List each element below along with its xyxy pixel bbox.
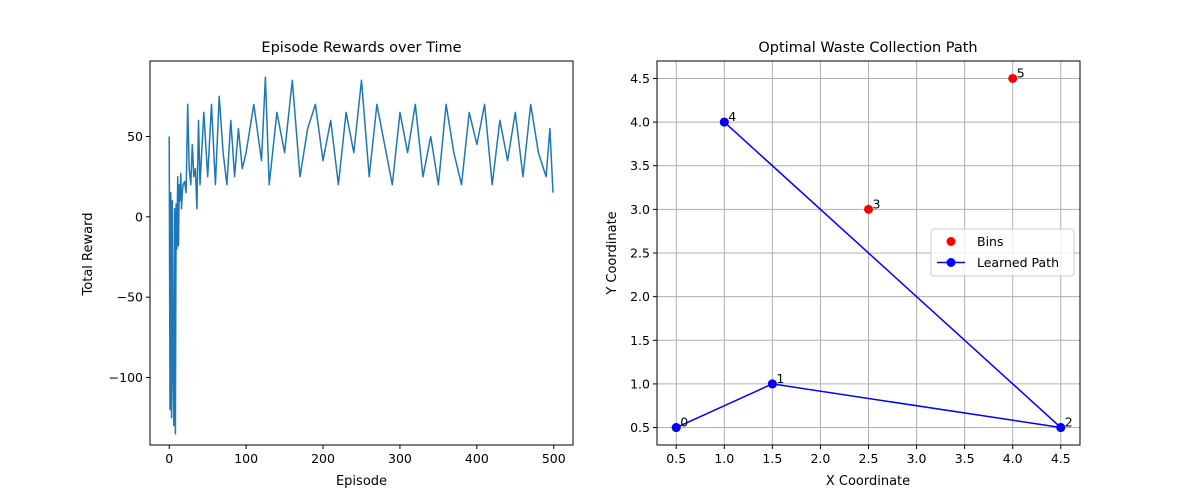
legend-box [930,228,1075,277]
x-tick-label: 4.0 [1003,451,1023,466]
rewards-y-axis-label: Total Reward [81,213,96,297]
rewards-plot-frame [149,60,574,446]
x-tick-label: 100 [234,451,258,466]
legend-path-label: Learned Path [977,255,1059,270]
y-tick-label: 4.5 [630,71,650,86]
path-point [767,379,777,389]
x-tick-label: 400 [465,451,489,466]
rewards-chart-title: Episode Rewards over Time [261,40,461,56]
learned-path-line [675,121,1064,429]
y-tick-label: 3.0 [630,202,650,217]
y-tick-label: 1.0 [630,376,650,391]
legend-path-marker [946,258,956,267]
y-tick-label: 4.0 [630,115,650,130]
x-tick-label: 1.5 [762,451,782,466]
x-tick-label: 1.0 [714,451,734,466]
rewards-x-axis-label: Episode [336,474,387,489]
bin-index-label: 0 [680,415,688,430]
path-legend: Bins Learned Path [930,228,1075,277]
x-tick-label: 2.0 [810,451,830,466]
bin-index-label: 5 [1017,65,1025,80]
y-tick-label: 2.5 [630,246,650,261]
x-tick-label: 200 [311,451,335,466]
bin-point [864,204,873,214]
bin-index-label: 2 [1065,415,1073,430]
x-tick-label: 3.5 [955,451,975,466]
path-x-axis-label: X Coordinate [826,474,910,489]
x-tick-label: 2.5 [859,451,879,466]
y-tick-label: 3.5 [630,158,650,173]
legend-bins-marker [946,237,956,246]
y-tick-label: −100 [109,370,143,385]
path-chart: Optimal Waste Collection Path X Coordina… [605,40,1081,489]
path-chart-title: Optimal Waste Collection Path [758,40,977,56]
y-tick-label: 50 [127,129,143,144]
path-point [1056,423,1066,433]
path-y-axis-label: Y Coordinate [605,211,620,295]
y-tick-label: 1.5 [630,333,650,348]
y-tick-label: 2.0 [630,289,650,304]
rewards-axis-ticks: 0 100 200 300 400 500 −100 −50 0 50 [109,129,566,466]
legend-bins-label: Bins [977,234,1003,249]
rewards-chart: Episode Rewards over Time Episode Total … [81,40,574,489]
path-point [671,423,681,433]
x-tick-label: 300 [388,451,412,466]
x-tick-label: 500 [542,451,566,466]
path-axis-ticks: 0.5 1.0 1.5 2.0 2.5 3.0 3.5 4.0 4.5 0.5 1.0 1.5 2.0 2… [630,71,1071,466]
x-tick-label: 0 [165,451,173,466]
learned-path [671,117,1066,433]
x-tick-label: 3.0 [907,451,927,466]
bin-index-label: 1 [776,371,784,386]
x-tick-label: 4.5 [1051,451,1071,466]
y-tick-label: −50 [117,290,143,305]
path-plot-frame [656,60,1081,446]
y-tick-label: 0.5 [630,420,650,435]
bin-index-labels: 0 1 2 3 4 5 [680,65,1072,429]
rewards-series-line [168,76,554,435]
bin-index-label: 4 [728,109,736,124]
path-point [719,117,729,127]
x-tick-label: 0.5 [666,451,686,466]
bin-index-label: 3 [873,196,881,211]
bin-point [1008,73,1018,83]
y-tick-label: 0 [135,209,143,224]
